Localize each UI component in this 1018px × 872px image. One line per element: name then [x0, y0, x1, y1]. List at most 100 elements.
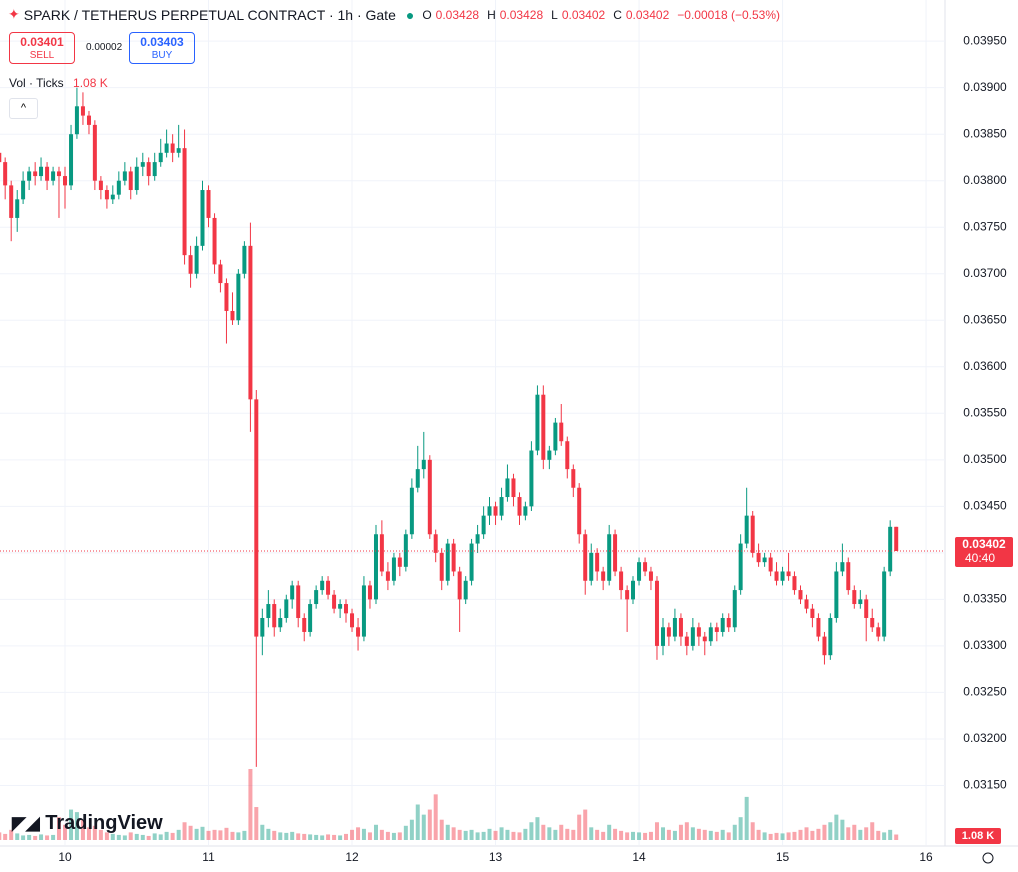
candle-body — [320, 580, 325, 591]
candle-body — [828, 617, 833, 656]
candle-body — [206, 190, 211, 218]
volume-bar — [409, 819, 414, 840]
volume-bar — [738, 817, 743, 840]
candle-body — [774, 571, 779, 581]
volume-bar — [732, 824, 737, 840]
candle-body — [589, 552, 594, 581]
candle-body — [69, 134, 74, 186]
volume-bar — [744, 796, 749, 840]
buy-button[interactable]: 0.03403 BUY — [129, 32, 195, 64]
candle-body — [714, 627, 719, 632]
volume-bar — [804, 827, 809, 840]
volume-bar — [296, 833, 301, 840]
volume-bar — [726, 832, 731, 840]
volume-bar — [828, 822, 833, 840]
candle-body — [122, 171, 127, 181]
volume-bar — [762, 832, 767, 840]
volume-bar — [714, 831, 719, 840]
volume-bar — [350, 829, 355, 840]
candle-body — [326, 580, 331, 595]
volume-bar — [589, 827, 594, 840]
volume-bar — [888, 829, 893, 840]
volume-bar — [92, 825, 97, 840]
candle-body — [648, 571, 653, 581]
candle-body — [248, 245, 253, 400]
volume-bar — [164, 831, 169, 840]
y-tick-label: 0.03300 — [963, 638, 1007, 652]
candle-body — [654, 580, 659, 646]
volume-bar — [684, 822, 689, 840]
volume-bar — [643, 832, 648, 840]
volume-bar — [367, 832, 372, 840]
volume-bar — [361, 828, 366, 840]
sell-price: 0.03401 — [20, 35, 64, 49]
volume-bar — [439, 819, 444, 840]
candle-body — [385, 571, 390, 581]
candle-body — [242, 245, 247, 274]
candle-body — [98, 180, 103, 191]
candle-body — [475, 534, 480, 544]
volume-axis-label: 1.08 K — [962, 830, 994, 842]
candle-body — [744, 515, 749, 544]
volume-bar — [583, 809, 588, 840]
sell-button[interactable]: 0.03401 SELL — [9, 32, 75, 64]
volume-bar — [403, 825, 408, 840]
x-tick-label: 13 — [489, 850, 503, 864]
volume-bar — [870, 822, 875, 840]
candle-body — [338, 604, 343, 609]
volume-bar — [254, 807, 259, 840]
candle-body — [505, 478, 510, 498]
collapse-button[interactable]: ^ — [9, 98, 38, 119]
candle-body — [284, 599, 289, 618]
candle-body — [356, 627, 361, 637]
y-tick-label: 0.03350 — [963, 592, 1007, 606]
candle-body — [666, 627, 671, 637]
candle-body — [9, 185, 14, 218]
volume-bar — [332, 834, 337, 840]
candle-body — [80, 106, 85, 116]
volume-bar — [338, 835, 343, 840]
candle-body — [146, 162, 151, 177]
high-value: 0.03428 — [499, 7, 544, 22]
candle-body — [834, 571, 839, 618]
volume-bar — [577, 814, 582, 840]
volume-bar — [33, 835, 38, 840]
volume-bar — [816, 828, 821, 840]
volume-bar — [523, 828, 528, 840]
volume-bar — [457, 829, 462, 840]
volume-bar — [852, 824, 857, 840]
volume-bar — [260, 824, 265, 840]
candle-body — [888, 526, 893, 572]
candle-body — [499, 497, 504, 516]
volume-bar — [625, 832, 630, 840]
candle-body — [212, 217, 217, 265]
candle-body — [254, 399, 259, 637]
volume-bar — [356, 827, 361, 840]
volume-bar — [834, 814, 839, 840]
y-tick-label: 0.03600 — [963, 359, 1007, 373]
volume-bar — [720, 829, 725, 840]
candle-body — [266, 604, 271, 618]
candle-body — [577, 487, 582, 535]
volume-bar — [379, 829, 384, 840]
candle-body — [409, 487, 414, 535]
candle-body — [350, 613, 355, 628]
volume-bar — [445, 824, 450, 840]
buy-label: BUY — [151, 50, 173, 61]
candle-body — [427, 459, 432, 535]
change: −0.00018 (−0.53%) — [677, 7, 781, 22]
indicator-name[interactable]: Vol · Ticks — [9, 76, 64, 90]
volume-bar — [415, 804, 420, 840]
y-tick-label: 0.03800 — [963, 173, 1007, 187]
candle-body — [559, 422, 564, 442]
candle-body — [379, 534, 384, 572]
candle-body — [720, 617, 725, 632]
candle-body — [840, 562, 845, 572]
volume-bar — [708, 830, 713, 840]
symbol[interactable]: SPARK / TETHERUS PERPETUAL CONTRACT · 1h… — [23, 6, 396, 23]
volume-bar — [391, 832, 396, 840]
volume-bar — [170, 832, 175, 840]
settings-icon[interactable] — [982, 852, 994, 864]
candle-body — [672, 617, 677, 637]
logo-mark: ◤◢ — [12, 813, 40, 833]
